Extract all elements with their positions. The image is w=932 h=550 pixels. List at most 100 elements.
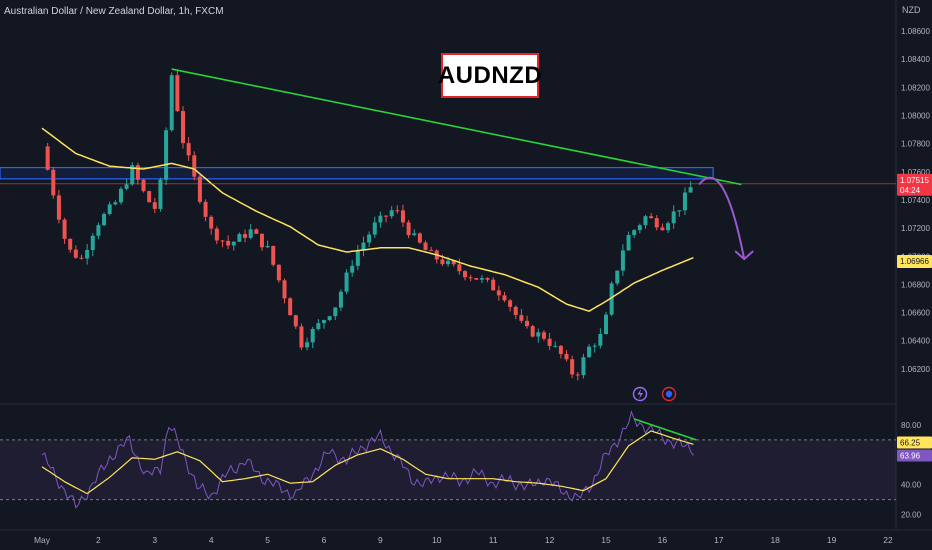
candle-up (102, 213, 107, 226)
candle-up (350, 265, 355, 273)
candle-up (361, 242, 366, 251)
candle-down (570, 359, 575, 375)
time-tick-label: 19 (827, 535, 837, 545)
current-price-badge (897, 173, 932, 196)
candle-up (479, 278, 484, 280)
candle-up (164, 130, 169, 180)
chart-title-box: AUDNZD (438, 53, 542, 98)
candle-up (609, 283, 614, 315)
candle-up (124, 184, 129, 189)
candle-up (581, 357, 586, 376)
candle-up (310, 328, 315, 343)
candle-up (372, 222, 377, 235)
candle-up (265, 245, 270, 248)
candle-down (395, 210, 400, 212)
candle-down (175, 75, 180, 112)
candle-down (468, 277, 473, 279)
rsi-value-label: 66.25 (900, 438, 921, 447)
candle-down (259, 233, 264, 248)
candle-up (378, 215, 383, 223)
candle-down (463, 271, 467, 278)
candle-up (671, 211, 676, 224)
candle-down (197, 176, 202, 202)
candle-up (637, 225, 642, 231)
candle-down (491, 279, 496, 291)
price-tick-label: 1.08200 (901, 83, 930, 92)
arrow-path (698, 176, 746, 260)
rsi-ma-line (41, 430, 694, 495)
candle-down (214, 228, 219, 241)
rsi-tick-label: 80.00 (901, 421, 922, 430)
candle-up (688, 187, 693, 193)
rsi-band (0, 439, 896, 500)
candle-up (536, 332, 541, 337)
candle-up (553, 345, 558, 347)
ma-value-label: 1.06966 (900, 257, 929, 266)
candle-up (237, 234, 242, 242)
candle-down (56, 195, 61, 220)
time-tick-label: 12 (545, 535, 555, 545)
candle-up (85, 250, 90, 259)
candle-up (118, 188, 123, 203)
time-tick-label: 6 (322, 535, 327, 545)
rsi-indicator (41, 410, 697, 509)
candle-down (73, 249, 78, 258)
candle-down (564, 353, 569, 360)
rsi-value-badge (897, 436, 932, 449)
candle-up (338, 291, 343, 308)
candle-down (558, 345, 563, 354)
candle-down (45, 146, 50, 170)
candle-down (68, 238, 73, 250)
time-tick-label: 15 (601, 535, 611, 545)
price-tick-label: 1.08400 (901, 55, 930, 64)
time-tick-label: 18 (770, 535, 780, 545)
candle-down (192, 155, 197, 177)
candle-down (649, 216, 654, 219)
event-icons[interactable] (632, 386, 677, 402)
price-tick-label: 1.06200 (901, 365, 930, 374)
candle-up (96, 225, 101, 236)
candle-up (355, 250, 360, 266)
candle-up (604, 314, 608, 335)
price-tick-label: 1.07200 (901, 224, 930, 233)
price-tick-label: 1.08000 (901, 112, 930, 121)
rsi-line (41, 410, 694, 509)
currency-label: NZD (902, 5, 921, 15)
candle-down (62, 219, 67, 239)
time-axis[interactable]: May 2 3 4 5 6 9 10 11 12 15 16 17 18 19 22 (34, 535, 893, 545)
candle-down (186, 143, 191, 156)
candle-up (677, 210, 682, 212)
candle-down (220, 240, 225, 242)
candle-down (152, 202, 157, 209)
candle-up (598, 334, 603, 346)
candle-down (417, 233, 422, 243)
candle-up (666, 223, 671, 231)
candle-down (457, 264, 462, 272)
ma-value-badge (897, 255, 932, 269)
rsi-ma-value-label: 63.96 (900, 451, 921, 460)
time-tick-label: 9 (378, 535, 383, 545)
rsi-ma-value-badge (897, 449, 932, 462)
candle-up (248, 229, 253, 238)
candle-up (615, 270, 620, 284)
flag-icon (665, 390, 673, 398)
rsi-axis[interactable]: 80.00 40.00 20.00 (901, 421, 922, 520)
candle-up (322, 320, 326, 324)
price-tick-label: 1.06400 (901, 337, 930, 346)
candle-down (513, 306, 518, 316)
candle-up (327, 316, 332, 321)
candle-down (654, 218, 659, 228)
candle-down (384, 215, 389, 217)
moving-average-line (41, 127, 694, 313)
candle-down (575, 374, 580, 376)
candle-up (158, 179, 163, 209)
time-tick-label: 4 (209, 535, 214, 545)
candle-up (389, 210, 394, 217)
trendline-line (171, 68, 742, 186)
candle-down (299, 326, 304, 348)
rsi-band-fill (0, 439, 896, 501)
price-tick-label: 1.08600 (901, 27, 930, 36)
time-tick-label: 3 (152, 535, 157, 545)
rsi-trendline (633, 418, 697, 441)
